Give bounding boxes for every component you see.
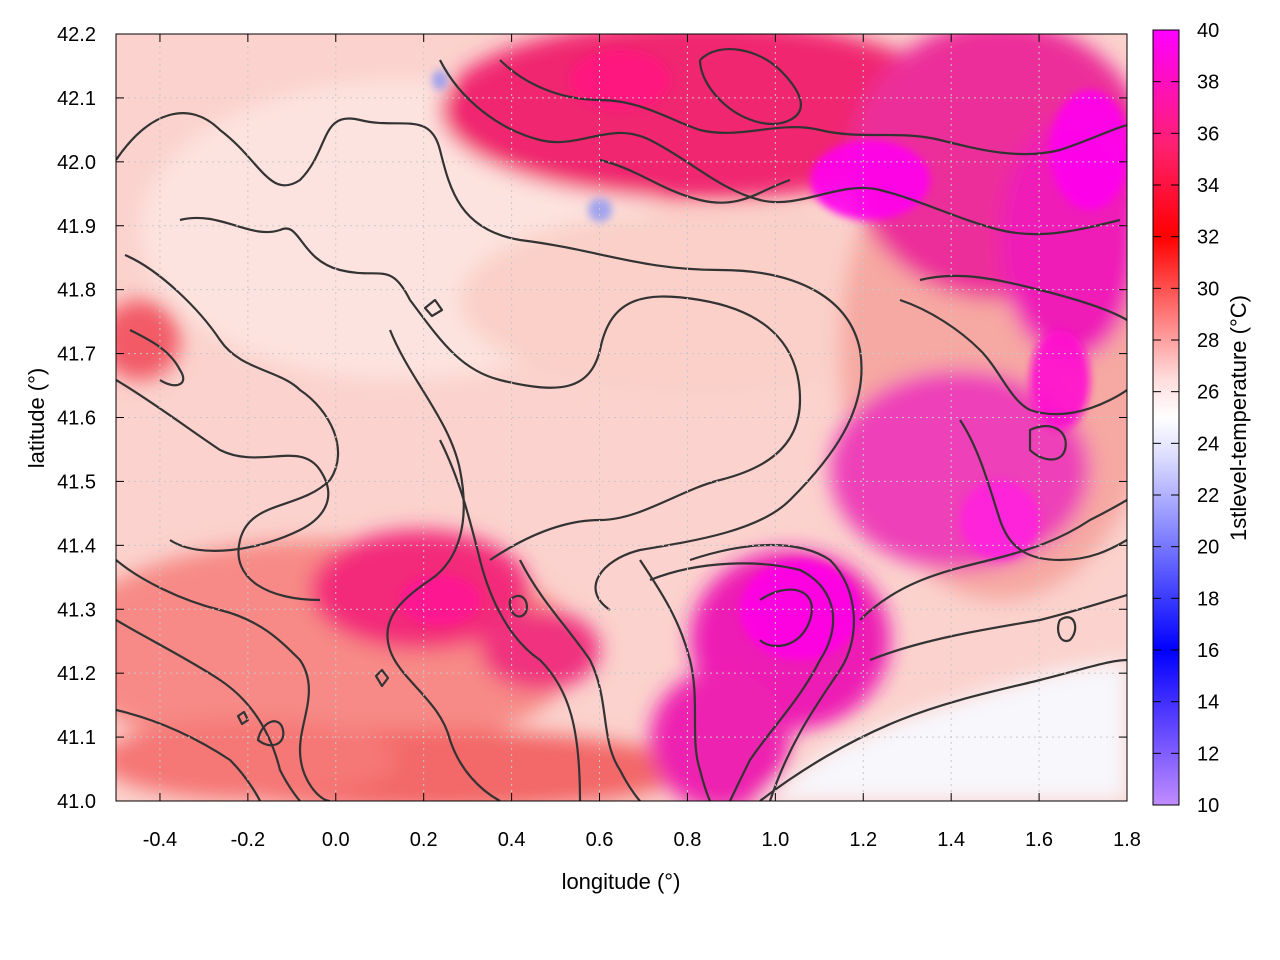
y-tick-label: 42.1 [57, 88, 96, 110]
y-tick-label: 41.6 [57, 408, 96, 430]
colorbar-tick-label: 14 [1197, 692, 1219, 714]
colorbar-tick-label: 22 [1197, 485, 1219, 507]
x-tick-label: 0.4 [498, 829, 526, 851]
colorbar-title: 1stlevel-temperature (°C) [1226, 295, 1251, 541]
colorbar-tick-label: 28 [1197, 330, 1219, 352]
colorbar-tick-label: 26 [1197, 382, 1219, 404]
y-tick-label: 42.0 [57, 152, 96, 174]
y-tick-label: 41.3 [57, 599, 96, 621]
y-tick-label: 41.5 [57, 471, 96, 493]
y-tick-label: 41.1 [57, 727, 96, 749]
y-tick-label: 41.0 [57, 791, 96, 813]
colorbar-tick-label: 30 [1197, 278, 1219, 300]
y-tick-label: 41.2 [57, 663, 96, 685]
x-tick-label: 0.8 [674, 829, 702, 851]
x-tick-label: 1.0 [761, 829, 789, 851]
x-axis-title: longitude (°) [562, 869, 681, 894]
colorbar [1152, 29, 1180, 806]
x-tick-label: 1.8 [1113, 829, 1141, 851]
y-tick-label: 41.8 [57, 280, 96, 302]
x-tick-label: -0.2 [231, 829, 265, 851]
y-tick-label: 42.2 [57, 24, 96, 46]
x-tick-label: 1.4 [937, 829, 965, 851]
x-axis-ticks: -0.4 -0.2 0.0 0.2 0.4 0.6 0.8 1.0 1.2 1.4 1.6 1.8 [143, 34, 1141, 851]
colorbar-tick-label: 10 [1197, 795, 1219, 817]
x-tick-label: 0.6 [586, 829, 614, 851]
colorbar-tick-label: 34 [1197, 175, 1219, 197]
colorbar-tick-label: 40 [1197, 20, 1219, 42]
x-tick-label: 1.2 [849, 829, 877, 851]
colorbar-tick-label: 18 [1197, 588, 1219, 610]
y-axis-ticks: 41.0 41.1 41.2 41.3 41.4 41.5 41.6 41.7 41.8 41.9… [57, 24, 1127, 813]
colorbar-ticks: 10 12 14 16 18 20 22 24 26 28 30 32 34 36 38 40 [1153, 20, 1219, 817]
y-axis-title: latitude (°) [24, 368, 49, 469]
x-tick-label: 1.6 [1025, 829, 1053, 851]
y-tick-label: 41.4 [57, 535, 96, 557]
x-tick-label: 0.2 [410, 829, 438, 851]
colorbar-tick-label: 38 [1197, 72, 1219, 94]
colorbar-tick-label: 16 [1197, 640, 1219, 662]
colorbar-tick-label: 12 [1197, 743, 1219, 765]
colorbar-tick-label: 36 [1197, 123, 1219, 145]
contour-lines [116, 48, 1127, 801]
y-tick-label: 41.7 [57, 344, 96, 366]
y-tick-label: 41.9 [57, 216, 96, 238]
temperature-field [116, 34, 1127, 801]
x-tick-label: -0.4 [143, 829, 177, 851]
x-tick-label: 0.0 [322, 829, 350, 851]
colorbar-tick-label: 20 [1197, 537, 1219, 559]
colorbar-tick-label: 24 [1197, 433, 1219, 455]
colorbar-tick-label: 32 [1197, 227, 1219, 249]
